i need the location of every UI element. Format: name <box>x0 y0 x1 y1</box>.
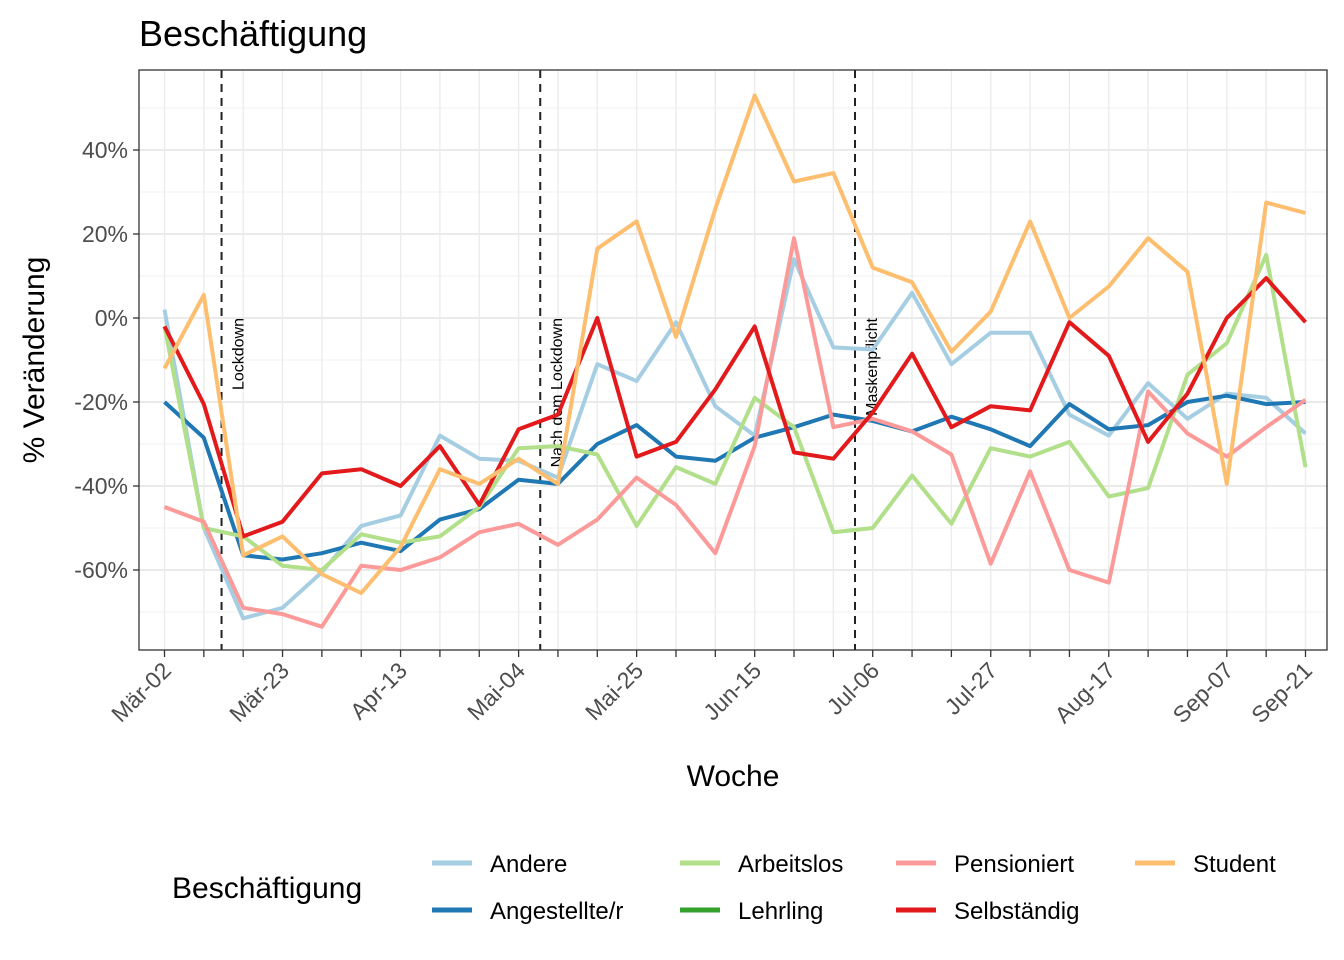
plot-area: Lockdown Nach dem Lockdown Maskenpflicht <box>138 69 1328 651</box>
legend-label: Student <box>1193 851 1276 878</box>
x-tick-label: Aug-17 <box>1049 657 1120 728</box>
x-tick-label: Mai-25 <box>580 657 648 725</box>
x-tick-label: Mai-04 <box>462 657 530 725</box>
x-tick-label: Apr-13 <box>345 657 412 724</box>
legend-label: Selbständig <box>954 898 1079 925</box>
legend-label: Pensioniert <box>954 851 1074 878</box>
y-axis-title: % Veränderung <box>18 257 51 464</box>
event-label: Nach dem Lockdown <box>549 318 566 467</box>
x-tick-label: Mär-23 <box>224 657 294 727</box>
x-axis: Mär-02 Mär-23 Apr-13 Mai-04 Mai-25 Jun-15 Jul-… <box>106 650 1317 728</box>
series-line <box>163 393 1306 562</box>
panel-border <box>138 69 1328 651</box>
event-label: Lockdown <box>231 318 248 390</box>
series-line <box>162 93 1307 596</box>
series-line <box>162 276 1307 539</box>
x-axis-title: Woche <box>687 760 780 793</box>
x-tick-label: Jul-27 <box>940 657 1003 720</box>
y-tick-label: -20% <box>74 389 128 415</box>
series-line <box>162 253 1308 572</box>
legend-label: Lehrling <box>738 898 823 925</box>
x-tick-label: Sep-21 <box>1246 657 1317 728</box>
legend-label: Arbeitslos <box>738 851 843 878</box>
legend-label: Andere <box>490 851 567 878</box>
chart-title: Beschäftigung <box>139 13 367 54</box>
y-tick-label: 0% <box>95 305 128 331</box>
grid <box>139 70 1327 650</box>
legend-title: Beschäftigung <box>172 872 362 905</box>
x-tick-label: Mär-02 <box>106 657 176 727</box>
event-lines: Lockdown Nach dem Lockdown Maskenpflicht <box>220 70 881 650</box>
y-axis: -60% -40% -20% 0% 20% 40% <box>74 137 139 583</box>
x-tick-label: Jul-06 <box>822 657 885 720</box>
y-tick-label: -40% <box>74 473 128 499</box>
y-tick-label: -60% <box>74 557 128 583</box>
legend: Beschäftigung Andere Angestellte/r Arbeits… <box>172 851 1276 925</box>
y-tick-label: 20% <box>82 221 128 247</box>
legend-label: Angestellte/r <box>490 898 623 925</box>
y-tick-label: 40% <box>82 137 128 163</box>
series-line <box>163 236 1307 629</box>
series-lines <box>162 93 1308 629</box>
x-tick-label: Jun-15 <box>698 657 766 725</box>
x-tick-label: Sep-07 <box>1168 657 1239 728</box>
